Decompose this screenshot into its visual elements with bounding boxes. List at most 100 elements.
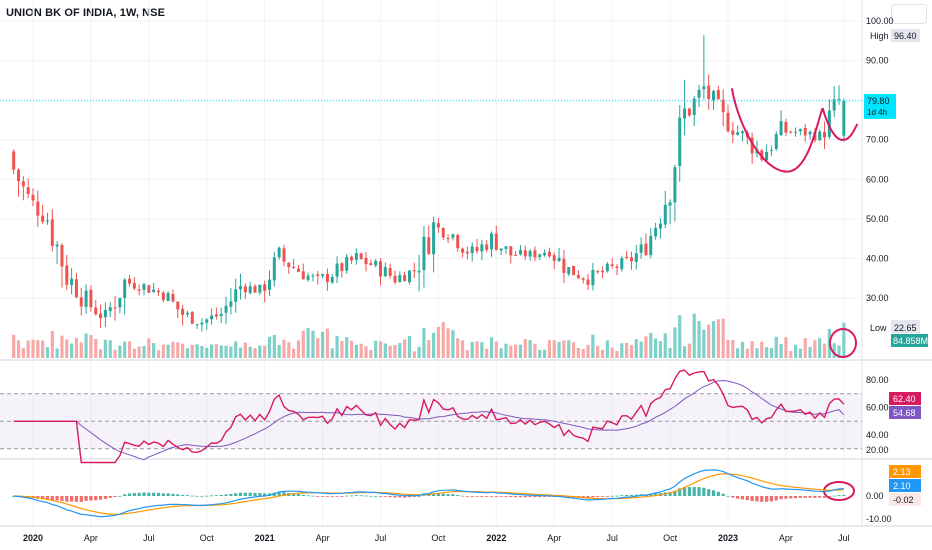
macd-hist-bar [296, 494, 301, 496]
candle-body [388, 268, 392, 276]
macd-hist-bar [475, 496, 479, 497]
macd-hist-bar [209, 495, 214, 497]
high-value: 96.40 [894, 31, 917, 41]
candle-body [576, 274, 580, 279]
macd-hist-bar [610, 495, 614, 497]
macd-hist-bar [499, 496, 503, 497]
low-value: 22.65 [894, 323, 917, 333]
candle-body [528, 250, 532, 257]
candle-body [325, 273, 329, 283]
volume-bar [142, 345, 146, 358]
volume-bar [340, 340, 344, 358]
volume-bar [721, 318, 725, 358]
macd-hist-bar [224, 494, 228, 496]
chart-title: UNION BK OF INDIA, 1W, NSE [6, 7, 166, 19]
candle-body [562, 258, 566, 273]
candle-body [634, 253, 638, 262]
candle-body [586, 279, 590, 285]
volume-bar [436, 326, 441, 358]
volume-bar [779, 343, 783, 358]
volume-bar [422, 328, 426, 358]
macd-hist-bar [822, 496, 827, 498]
volume-bar [499, 348, 503, 358]
volume-bar [803, 338, 807, 358]
macd-hist-bar [282, 492, 286, 496]
candle-body [292, 266, 296, 269]
candle-body [335, 263, 339, 277]
candle-body [475, 247, 479, 252]
candle-body [654, 227, 658, 237]
candle-body [229, 301, 233, 307]
macd-hist-bar [417, 496, 421, 497]
macd-hist-bar [740, 496, 745, 500]
volume-bar [50, 330, 54, 358]
volume-bar [649, 332, 653, 358]
candle-body [827, 110, 831, 137]
macd-hist-bar [774, 496, 778, 501]
candle-body [267, 279, 271, 290]
macd-hist-bar [451, 494, 455, 496]
macd-highlight-circle [823, 481, 855, 501]
price-tick-label: 60.00 [866, 174, 889, 184]
candle-body [499, 248, 503, 251]
volume-value: 84.858M [893, 336, 928, 346]
time-tick-label: Apr [547, 533, 561, 543]
candle-body [345, 256, 349, 271]
macd-hist-bar [388, 496, 392, 498]
candle-body [374, 260, 378, 266]
candle-body [99, 313, 103, 319]
candle-body [798, 128, 802, 132]
volume-bar [219, 345, 223, 358]
macd-hist-bar [427, 495, 431, 496]
volume-bar [388, 345, 392, 358]
volume-bar [726, 339, 730, 358]
volume-bar [60, 335, 64, 358]
candle-body [823, 131, 827, 138]
settings-box[interactable] [891, 4, 927, 24]
candle-body [605, 263, 609, 272]
candle-body [509, 246, 513, 256]
volume-bar [441, 322, 445, 358]
macd-hist-bar [84, 496, 88, 501]
volume-bar [200, 346, 204, 358]
macd-hist-bar [678, 488, 682, 496]
rsi-value-bg [889, 392, 921, 405]
volume-bar [620, 343, 624, 358]
rsi-tick-label: 40.00 [866, 430, 889, 440]
time-tick-label: Apr [84, 533, 98, 543]
volume-bar [190, 344, 194, 358]
volume-bar [41, 340, 45, 358]
macd-hist-bar [480, 496, 484, 497]
volume-bar [427, 340, 431, 358]
time-tick-label: Apr [779, 533, 793, 543]
candle-body [547, 251, 551, 257]
candle-body [403, 275, 407, 282]
candle-body [393, 275, 397, 283]
time-tick-label: Oct [663, 533, 678, 543]
macd-hist-bar [248, 492, 252, 496]
candle-body [239, 286, 243, 290]
macd-hist-bar [818, 496, 822, 498]
volume-bar [330, 348, 334, 358]
candle-body [156, 290, 160, 293]
candle-body [379, 261, 382, 277]
volume-bar [615, 351, 619, 358]
time-tick-label: 2023 [718, 533, 738, 543]
candle-body [591, 269, 595, 286]
macd-hist-bar [750, 496, 754, 502]
macd-hist-bar [736, 496, 740, 499]
candle-body [412, 270, 416, 272]
candle-body [658, 223, 662, 229]
volume-bar [70, 343, 74, 358]
candle-body [296, 268, 300, 272]
candle-body [31, 194, 35, 201]
candle-body [789, 131, 793, 133]
high-label: High [870, 31, 889, 41]
macd-line [13, 469, 844, 518]
candle-body [716, 89, 720, 100]
volume-bar [663, 333, 667, 358]
candle-body [494, 233, 498, 250]
volume-bar [470, 342, 474, 358]
candles [12, 35, 846, 332]
